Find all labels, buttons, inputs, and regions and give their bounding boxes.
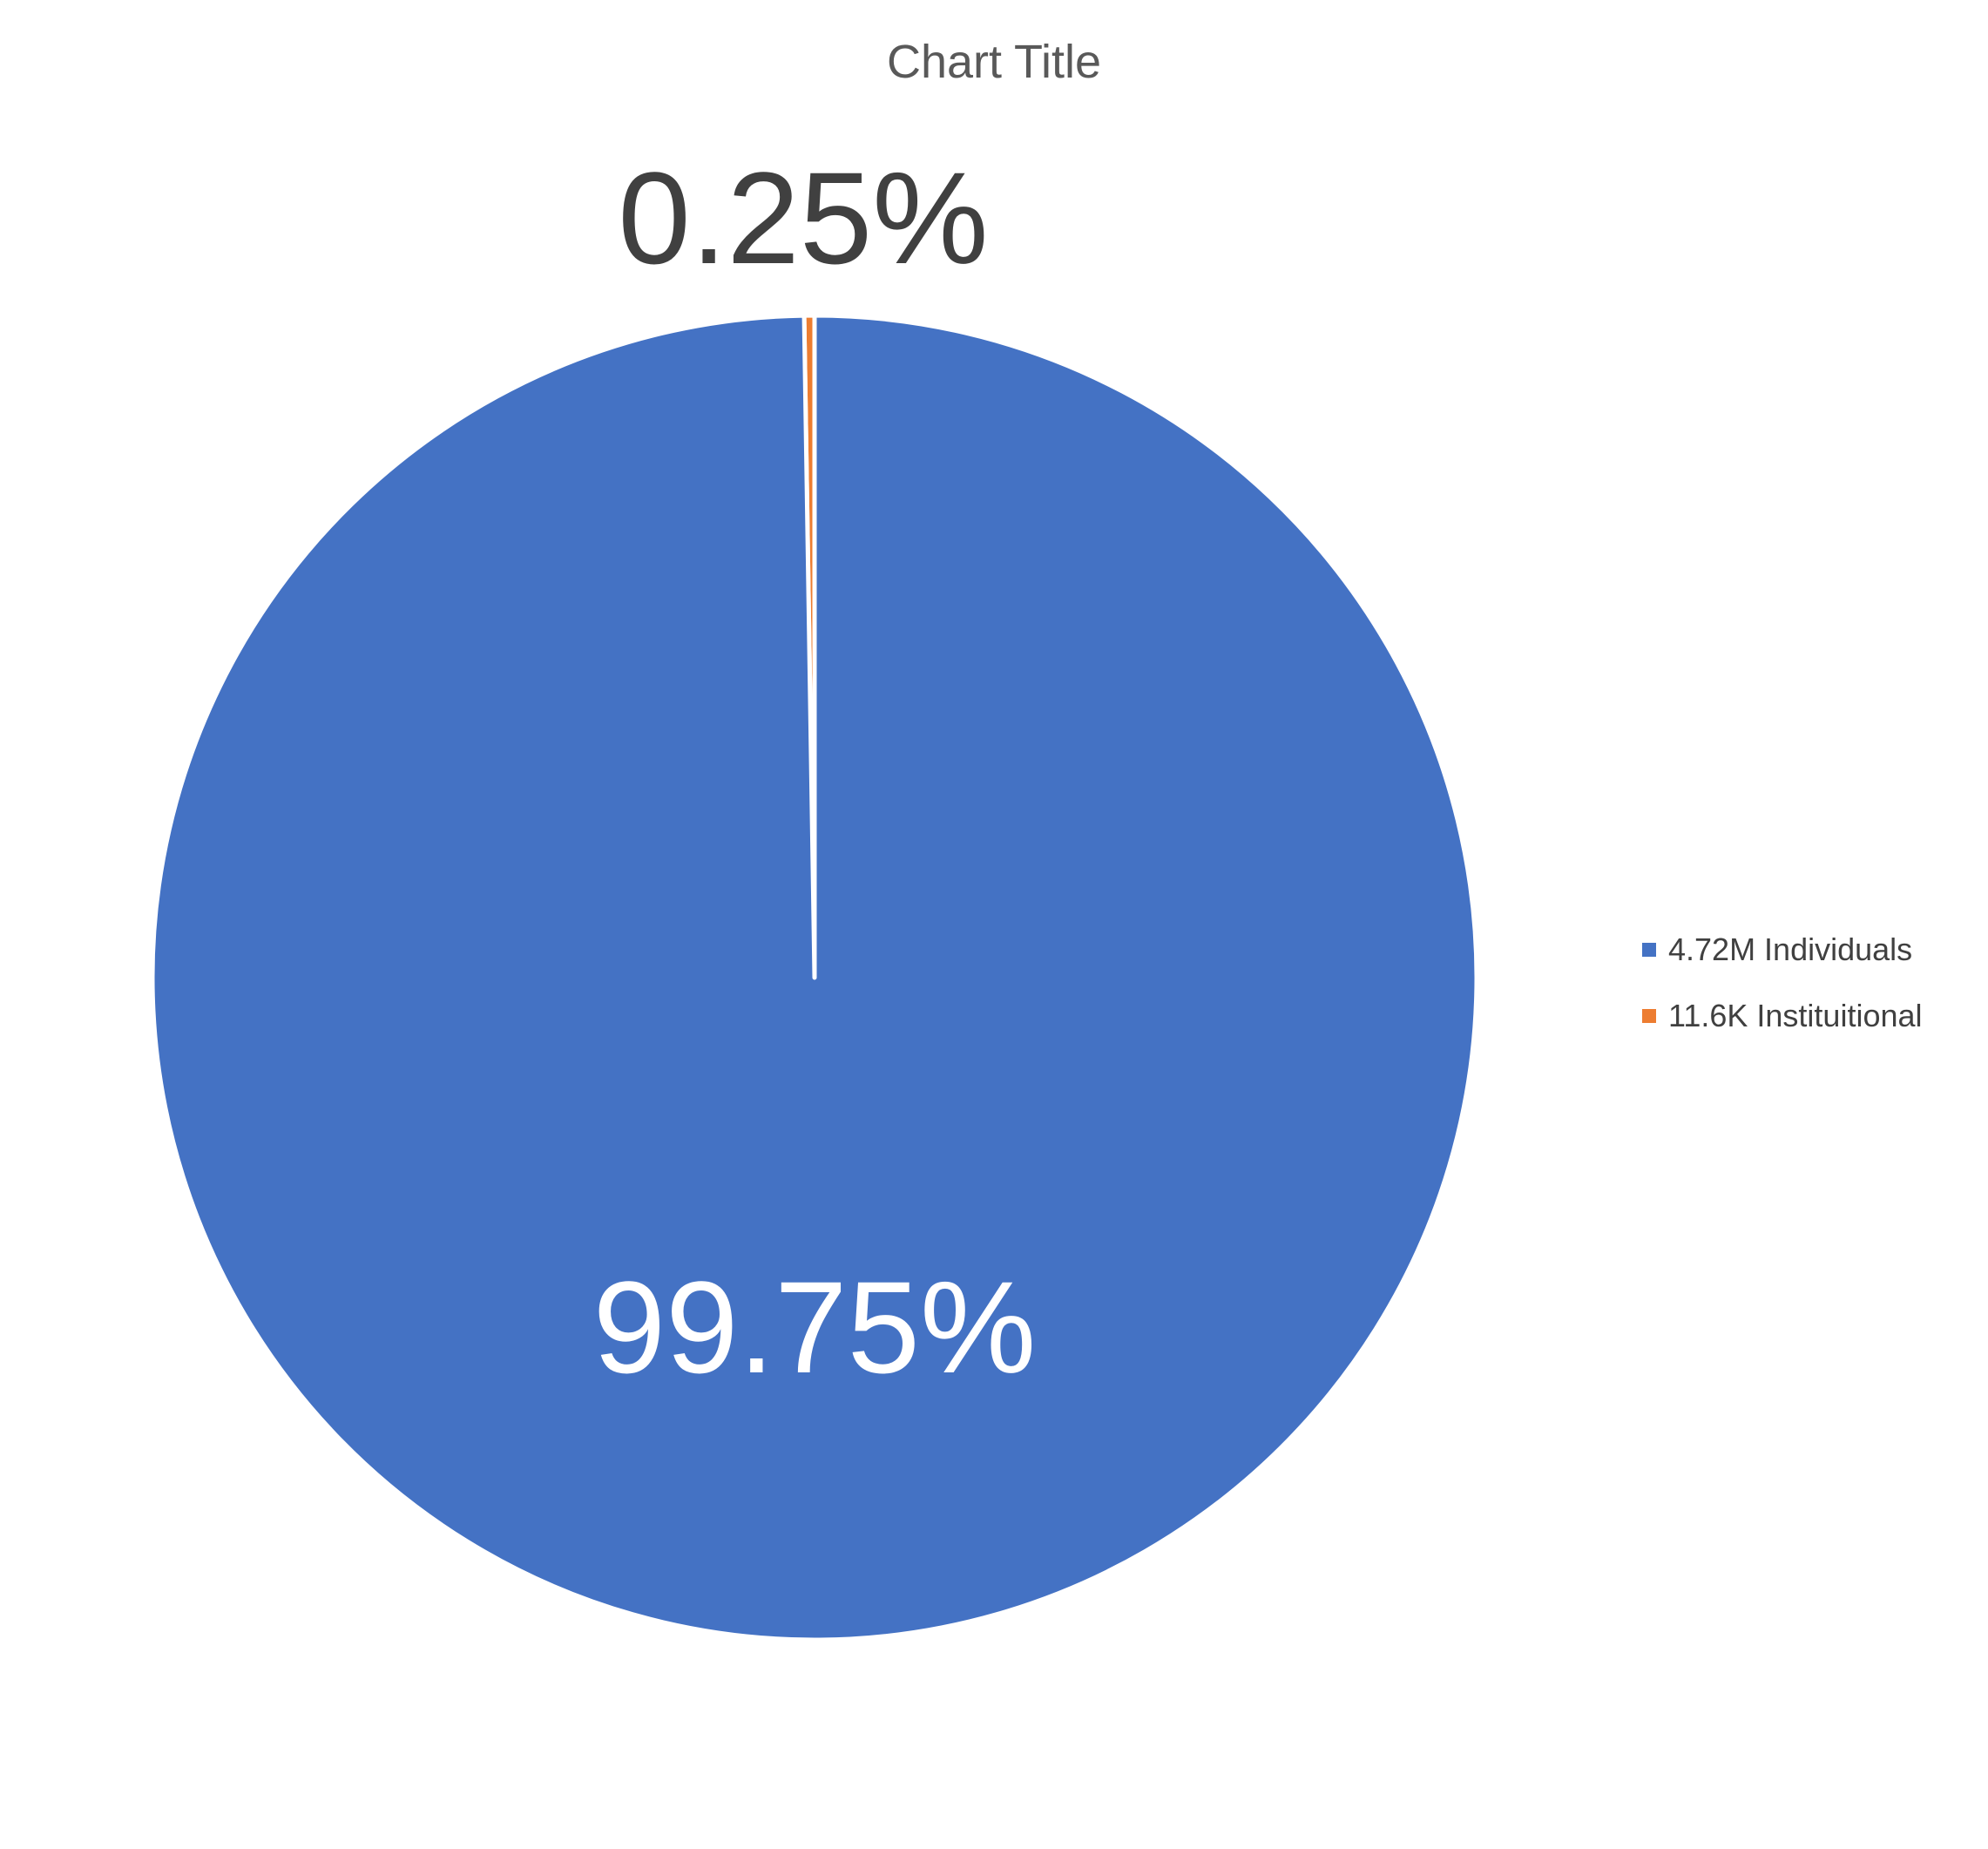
legend-label-individuals: 4.72M Individuals: [1668, 931, 1913, 967]
data-label-individuals: 99.75%: [593, 1254, 1037, 1400]
legend-swatch-institutional: [1642, 1009, 1656, 1023]
data-label-institutional: 0.25%: [618, 145, 988, 291]
chart-title: Chart Title: [886, 36, 1102, 88]
legend-label-institutional: 11.6K Instituitional: [1668, 998, 1923, 1033]
legend-item-individuals: 4.72M Individuals: [1642, 917, 1923, 983]
legend-swatch-individuals: [1642, 943, 1656, 957]
pie-slice-individuals: [150, 313, 1479, 1642]
legend: 4.72M Individuals 11.6K Instituitional: [1642, 917, 1923, 1049]
legend-item-institutional: 11.6K Instituitional: [1642, 983, 1923, 1049]
